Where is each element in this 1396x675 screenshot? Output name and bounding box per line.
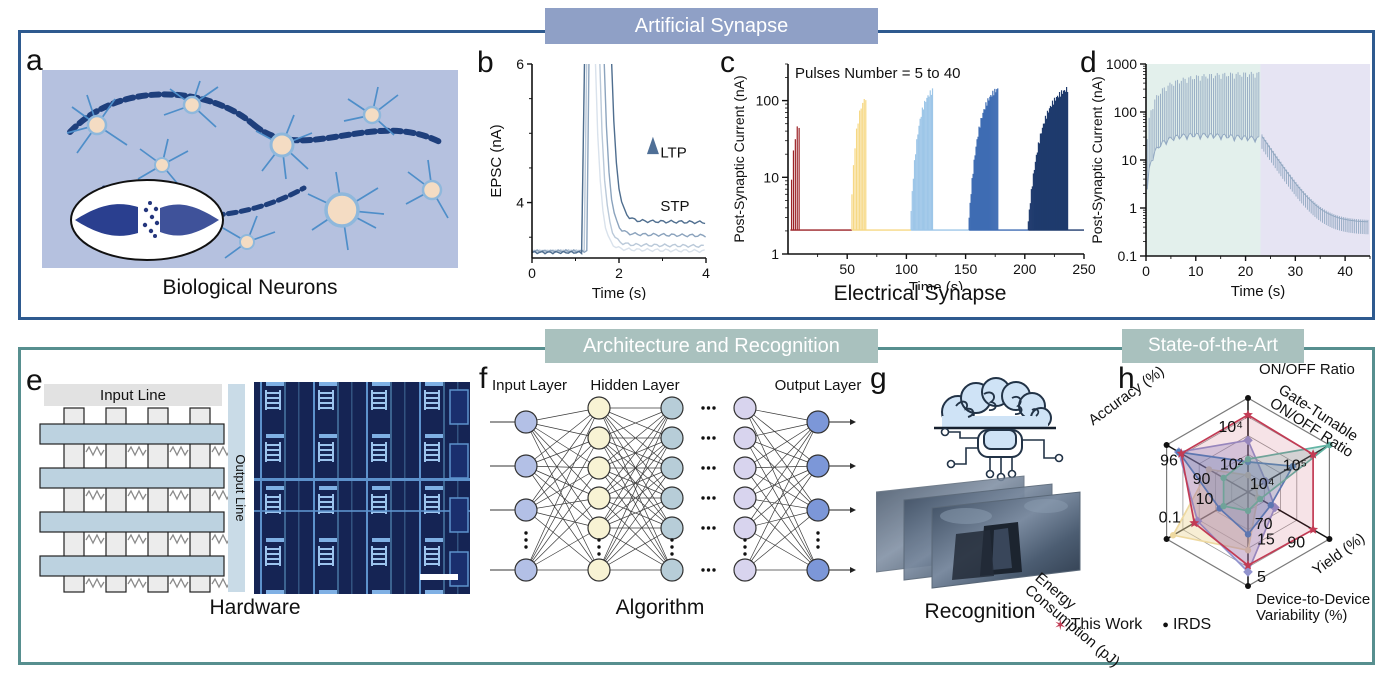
svg-text:EPSC (nA): EPSC (nA) bbox=[488, 124, 505, 197]
svg-text:1: 1 bbox=[771, 246, 779, 262]
svg-text:10⁵: 10⁵ bbox=[1283, 457, 1307, 474]
post-synaptic-current-plot: 1 10 100 50 100 150 200 250 Time (s) Post-Synapti… bbox=[731, 63, 1096, 290]
svg-text:Time (s): Time (s) bbox=[909, 279, 963, 290]
svg-text:LTP: LTP bbox=[660, 145, 686, 162]
caption-algorithm: Algorithm bbox=[615, 596, 705, 619]
svg-text:10: 10 bbox=[763, 169, 779, 185]
synapse-inset bbox=[70, 179, 224, 261]
panel-letter-e: e bbox=[26, 364, 43, 397]
radar-legend: ✶ This Work ● IRDS bbox=[1054, 616, 1211, 634]
radar-axis-variability: Device-to-Device Variability (%) bbox=[1256, 591, 1371, 624]
svg-text:10⁴: 10⁴ bbox=[1250, 476, 1275, 493]
svg-text:Input Layer: Input Layer bbox=[492, 377, 567, 394]
panel-letter-f: f bbox=[479, 362, 488, 395]
panel-letter-d: d bbox=[1080, 46, 1097, 79]
neuron-somas bbox=[86, 95, 443, 250]
star-marker-icon: ✶ bbox=[1054, 617, 1067, 634]
panel-letter-b: b bbox=[477, 46, 494, 79]
crossbar-schematic: Input Line Output Line bbox=[39, 384, 248, 593]
panel-letter-g: g bbox=[870, 362, 887, 395]
svg-text:Output Layer: Output Layer bbox=[775, 377, 862, 394]
svg-text:10⁴: 10⁴ bbox=[1218, 419, 1243, 436]
svg-text:10: 10 bbox=[1121, 152, 1137, 168]
svg-text:Hidden Layer: Hidden Layer bbox=[590, 377, 679, 394]
legend-irds: ● IRDS bbox=[1162, 616, 1212, 633]
brain-chip-icon bbox=[934, 377, 1064, 482]
svg-text:6: 6 bbox=[516, 56, 524, 72]
svg-text:0: 0 bbox=[528, 265, 536, 281]
potentiation-depression-plot: 0.1 1 10 100 1000 0 10 20 30 40 Time (s) Post-Synap… bbox=[1089, 56, 1371, 300]
svg-text:0.1: 0.1 bbox=[1118, 248, 1138, 264]
svg-text:4: 4 bbox=[702, 265, 710, 281]
svg-text:0.1: 0.1 bbox=[1159, 510, 1181, 527]
svg-text:100: 100 bbox=[895, 261, 919, 277]
scale-bar bbox=[420, 574, 458, 580]
svg-text:40: 40 bbox=[1337, 263, 1353, 279]
svg-text:1: 1 bbox=[1129, 200, 1137, 216]
image-stack bbox=[876, 475, 1081, 589]
panel-letter-a: a bbox=[26, 44, 43, 77]
svg-text:15: 15 bbox=[1257, 532, 1275, 549]
svg-text:10: 10 bbox=[1188, 263, 1204, 279]
caption-biological-neurons: Biological Neurons bbox=[162, 276, 338, 299]
caption-hardware: Hardware bbox=[209, 596, 301, 619]
dendrites bbox=[66, 80, 449, 259]
svg-text:96: 96 bbox=[1160, 452, 1178, 469]
svg-text:Post-Synaptic Current (nA): Post-Synaptic Current (nA) bbox=[1089, 76, 1105, 243]
svg-text:250: 250 bbox=[1072, 261, 1096, 277]
svg-text:70: 70 bbox=[1255, 516, 1273, 533]
svg-text:10²: 10² bbox=[1220, 456, 1244, 473]
panel-letter-h: h bbox=[1118, 362, 1135, 395]
legend-this-work: ✶ This Work bbox=[1054, 616, 1143, 634]
svg-text:4: 4 bbox=[516, 195, 524, 211]
radar-axis-onoff-ratio: ON/OFF Ratio bbox=[1259, 361, 1355, 378]
epsc-plot: 0 2 4 4 6 Time (s) EPSC (nA) LTP STP bbox=[488, 56, 710, 300]
svg-text:100: 100 bbox=[1114, 104, 1138, 120]
bus-line bbox=[254, 478, 470, 481]
svg-text:100: 100 bbox=[756, 93, 780, 109]
dot-marker-icon: ● bbox=[1162, 619, 1169, 631]
svg-text:0: 0 bbox=[1142, 263, 1150, 279]
neural-network-diagram: Input Layer Hidden Layer Output Layer bbox=[490, 377, 862, 582]
caption-recognition: Recognition bbox=[924, 600, 1036, 623]
svg-text:10: 10 bbox=[1196, 491, 1214, 508]
bus-line bbox=[254, 510, 470, 512]
svg-text:Time (s): Time (s) bbox=[1231, 283, 1285, 300]
synaptic-vesicles bbox=[142, 201, 160, 238]
section-title-architecture: Architecture and Recognition bbox=[545, 329, 878, 363]
svg-text:90: 90 bbox=[1193, 471, 1211, 488]
svg-text:50: 50 bbox=[839, 261, 855, 277]
svg-text:Pulses Number = 5 to 40: Pulses Number = 5 to 40 bbox=[795, 65, 961, 82]
svg-text:20: 20 bbox=[1238, 263, 1254, 279]
svg-text:5: 5 bbox=[1257, 569, 1266, 586]
svg-text:Time (s): Time (s) bbox=[592, 285, 646, 300]
svg-text:STP: STP bbox=[660, 198, 689, 215]
state-of-the-art-radar: 10² 10⁴ 10⁴ 10⁵ 70 90 15 5 10 0.1 90 96 bbox=[1159, 395, 1333, 589]
svg-text:30: 30 bbox=[1288, 263, 1304, 279]
svg-text:1000: 1000 bbox=[1106, 56, 1137, 72]
section-title-state-of-the-art: State-of-the-Art bbox=[1122, 329, 1304, 363]
caption-electrical-synapse: Electrical Synapse bbox=[833, 282, 1007, 305]
brain-folds bbox=[955, 391, 1040, 418]
svg-text:90: 90 bbox=[1287, 535, 1305, 552]
svg-text:150: 150 bbox=[954, 261, 978, 277]
section-title-artificial-synapse: Artificial Synapse bbox=[545, 8, 878, 44]
svg-text:Input Line: Input Line bbox=[100, 387, 166, 404]
biological-neurons-illustration bbox=[42, 70, 458, 268]
svg-text:Output Line: Output Line bbox=[233, 454, 248, 521]
recognition-graphic bbox=[876, 377, 1081, 589]
svg-text:200: 200 bbox=[1013, 261, 1037, 277]
device-micrograph bbox=[254, 382, 470, 594]
svg-text:2: 2 bbox=[615, 265, 623, 281]
svg-text:Post-Synaptic Current (nA): Post-Synaptic Current (nA) bbox=[731, 75, 747, 242]
panel-letter-c: c bbox=[720, 46, 735, 79]
